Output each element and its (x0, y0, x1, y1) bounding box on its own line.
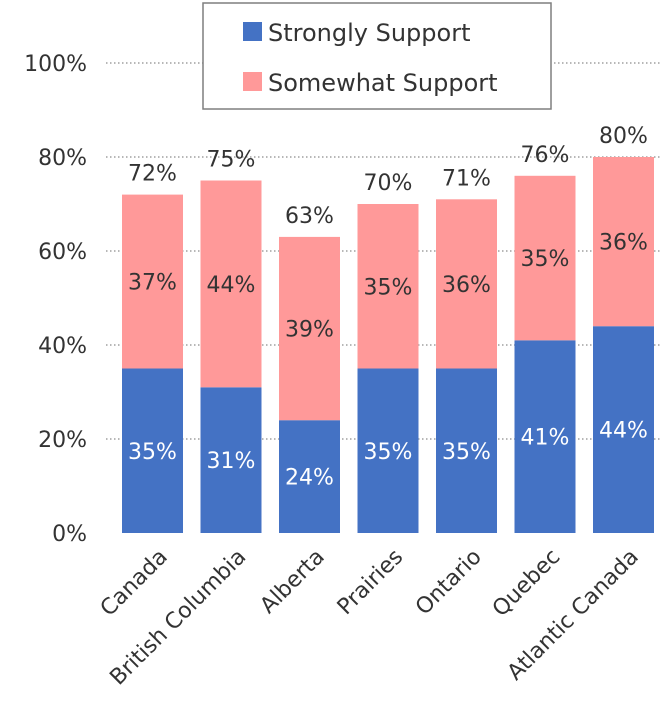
bar-somewhat-support-british-columbia (200, 180, 262, 388)
bar-somewhat-support-ontario (436, 199, 497, 369)
segment-label-somewhat-support-british-columbia: 44% (207, 273, 256, 298)
segment-label-somewhat-support-quebec: 35% (521, 247, 570, 272)
segment-label-somewhat-support-atlantic-canada: 36% (599, 231, 648, 256)
total-label-prairies: 70% (364, 171, 413, 196)
segment-label-somewhat-support-alberta: 39% (285, 318, 334, 343)
segment-label-strongly-support-british-columbia: 31% (207, 449, 256, 474)
total-labels: 72% 75% 63% 70% 71% 76% 80% (128, 124, 648, 229)
total-label-canada: 72% (128, 162, 177, 187)
total-label-ontario: 71% (442, 166, 491, 191)
y-tick-label-80: 80% (38, 146, 87, 171)
category-label-alberta: Alberta (256, 545, 330, 619)
total-label-british-columbia: 75% (207, 148, 256, 173)
bar-strongly-support-atlantic-canada (593, 326, 654, 533)
bar-strongly-support-canada (122, 368, 183, 533)
segment-label-strongly-support-quebec: 41% (521, 426, 570, 451)
bar-strongly-support-quebec (514, 340, 576, 533)
y-tick-label-20: 20% (38, 428, 87, 453)
total-label-quebec: 76% (521, 143, 570, 168)
total-label-atlantic-canada: 80% (599, 124, 648, 149)
bar-strongly-support-alberta (279, 420, 340, 533)
category-label-british-columbia: British Columbia (105, 545, 251, 691)
segment-label-strongly-support-ontario: 35% (442, 440, 491, 465)
segment-label-strongly-support-atlantic-canada: 44% (599, 419, 648, 444)
bar-strongly-support-british-columbia (200, 387, 262, 533)
y-tick-label-60: 60% (38, 240, 87, 265)
y-tick-label-100: 100% (24, 52, 87, 77)
bar-somewhat-support-alberta (279, 236, 340, 421)
segment-label-strongly-support-alberta: 24% (285, 466, 334, 491)
y-axis-tick-labels: 0% 20% 40% 60% 80% 100% (24, 52, 87, 547)
bar-strongly-support-prairies (357, 368, 419, 533)
segment-labels: 35% 37% 31% 44% 24% 39% 35% 35% 35% 36% 41% 35% 44% 3… (128, 231, 648, 491)
y-tick-label-40: 40% (38, 334, 87, 359)
bar-somewhat-support-atlantic-canada (593, 157, 654, 327)
legend-label-somewhat-support: Somewhat Support (268, 69, 498, 97)
legend-swatch-somewhat-support (243, 72, 262, 91)
segment-label-somewhat-support-prairies: 35% (364, 275, 413, 300)
bar-somewhat-support-quebec (514, 175, 576, 341)
bars (122, 157, 654, 533)
bar-strongly-support-ontario (436, 368, 497, 533)
legend: Strongly Support Somewhat Support (202, 2, 552, 110)
segment-label-strongly-support-canada: 35% (128, 440, 177, 465)
legend-swatch-strongly-support (243, 22, 262, 41)
total-label-alberta: 63% (285, 204, 334, 229)
segment-label-somewhat-support-canada: 37% (128, 271, 177, 296)
bar-somewhat-support-prairies (357, 204, 419, 369)
category-label-canada: Canada (96, 545, 173, 622)
segment-label-somewhat-support-ontario: 36% (442, 273, 491, 298)
legend-label-strongly-support: Strongly Support (268, 19, 471, 47)
category-label-quebec: Quebec (488, 545, 565, 622)
category-label-prairies: Prairies (333, 545, 408, 620)
bar-somewhat-support-canada (122, 194, 183, 369)
category-label-ontario: Ontario (411, 545, 487, 621)
segment-label-strongly-support-prairies: 35% (364, 440, 413, 465)
legend-box (202, 2, 552, 110)
y-tick-label-0: 0% (52, 522, 87, 547)
category-label-atlantic-canada: Atlantic Canada (503, 545, 644, 686)
